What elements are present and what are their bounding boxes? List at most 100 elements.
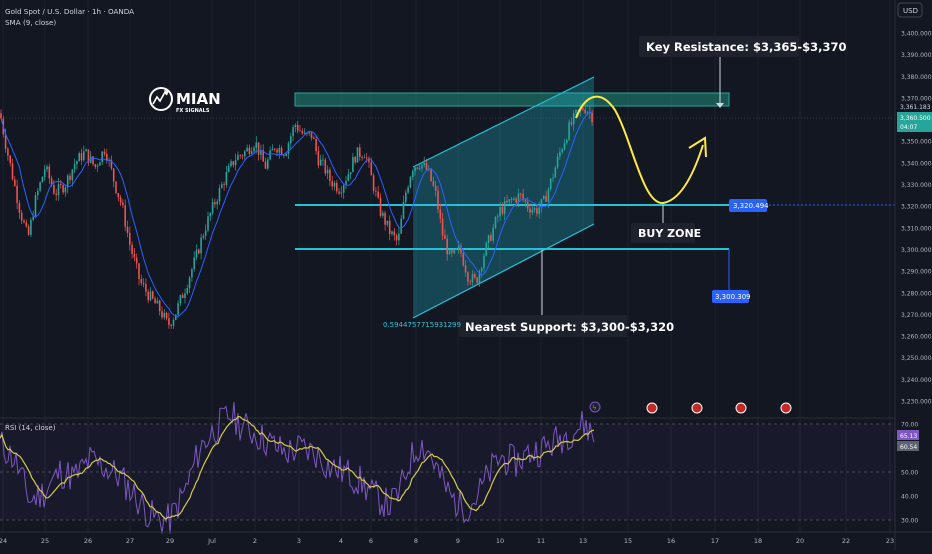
bull-candle <box>64 187 67 193</box>
channel-upper-line[interactable] <box>412 76 595 168</box>
bull-candle <box>195 249 198 258</box>
bull-candle <box>414 167 416 172</box>
bear-candle <box>122 202 124 206</box>
bull-candle <box>269 150 271 160</box>
y-axis-labels: 3,400.000 3,390.000 3,380.000 3,370.000 3,35… <box>901 31 932 406</box>
bull-candle <box>204 230 207 236</box>
bear-candle <box>276 149 278 153</box>
projection-curve[interactable] <box>575 95 704 205</box>
rsi-value-tags: 65.13 60.54 <box>897 430 919 451</box>
x-axis-label: 18 <box>754 537 762 545</box>
resistance-zone[interactable] <box>294 92 730 107</box>
bear-candle <box>377 191 379 198</box>
buy-zone-text: BUY ZONE <box>638 227 701 240</box>
bull-candle <box>200 237 202 254</box>
logo-arrow-icon <box>164 90 169 95</box>
bull-candle <box>483 255 485 269</box>
rising-channel[interactable] <box>413 77 594 318</box>
bear-candle <box>170 324 172 326</box>
bull-candle <box>227 166 230 173</box>
bear-candle <box>273 148 276 150</box>
bull-candle <box>586 112 589 114</box>
bull-candle <box>255 142 258 148</box>
y-axis-label: 3,260.000 <box>901 334 932 341</box>
bull-candle <box>37 190 39 196</box>
support-label[interactable]: Nearest Support: $3,300-$3,320 <box>459 315 674 337</box>
bear-candle <box>522 193 524 200</box>
us-flag-event-icon-1[interactable] <box>646 402 658 414</box>
bull-candle <box>455 248 458 250</box>
bear-candle <box>62 184 64 193</box>
x-axis-label: 25 <box>41 537 49 545</box>
bear-candle <box>257 142 260 155</box>
mian-logo: MIAN FX SIGNALS <box>149 87 221 114</box>
logo-subtitle: FX SIGNALS <box>176 108 210 114</box>
y-axis-label: 3,240.000 <box>901 377 932 384</box>
bull-candle <box>540 198 543 208</box>
bull-candle <box>448 250 451 255</box>
bear-candle <box>425 163 428 170</box>
bear-candle <box>451 250 453 253</box>
bull-candle <box>193 257 195 270</box>
bull-candle <box>480 268 483 272</box>
bear-candle <box>520 193 522 195</box>
bear-candle <box>165 312 168 319</box>
bull-candle <box>39 182 41 191</box>
bull-candle <box>43 169 46 177</box>
bear-candle <box>48 166 51 179</box>
bear-candle <box>14 179 16 186</box>
bear-candle <box>241 155 244 157</box>
bear-candle <box>103 151 106 154</box>
channel-lower-line[interactable] <box>412 223 595 319</box>
us-flag-event-icon-4[interactable] <box>780 402 792 414</box>
y-axis-label: 3,230.000 <box>901 399 932 406</box>
support-level-tag[interactable]: 3,300.309 <box>712 290 751 303</box>
buy-zone-label[interactable]: BUY ZONE <box>631 223 701 243</box>
bear-candle <box>152 291 154 299</box>
us-flag-event-icon-3[interactable] <box>735 402 747 414</box>
bull-candle <box>402 201 405 219</box>
bear-candle <box>16 185 18 204</box>
bull-candle <box>177 303 179 315</box>
rsi-axis-label: 30.00 <box>901 518 918 525</box>
bull-candle <box>423 163 425 165</box>
bear-candle <box>129 232 131 245</box>
bull-candle <box>73 164 76 170</box>
bull-candle <box>30 219 32 235</box>
lightning-event-icon[interactable] <box>589 401 601 413</box>
bear-candle <box>158 300 161 312</box>
bull-candle <box>345 180 347 186</box>
x-axis-label: 26 <box>84 537 92 545</box>
bull-candle <box>531 209 534 213</box>
bear-candle <box>336 182 338 192</box>
bear-candle <box>161 311 163 318</box>
x-axis-label: 24 <box>0 537 7 545</box>
bull-candle <box>253 147 255 152</box>
bull-candle <box>563 143 566 150</box>
y-axis-label: 3,330.000 <box>901 182 932 189</box>
resistance-text: Key Resistance: $3,365-$3,370 <box>646 40 847 54</box>
buy-level-tag[interactable]: 3,320.494 <box>729 199 769 212</box>
bull-candle <box>340 192 343 194</box>
bull-candle <box>407 187 409 193</box>
last-price-tag: 3,361.183 3,360.500 04:07 <box>897 102 932 132</box>
bear-candle <box>584 109 586 114</box>
bear-candle <box>444 235 446 239</box>
bull-candle <box>278 147 281 153</box>
bear-candle <box>372 175 375 192</box>
x-axis-label: 13 <box>579 537 587 545</box>
bear-candle <box>365 157 368 159</box>
bear-candle <box>11 163 14 180</box>
rsi-axis-label: 70.00 <box>901 422 918 429</box>
y-axis-label: 3,250.000 <box>901 355 932 362</box>
resistance-label[interactable]: Key Resistance: $3,365-$3,370 <box>639 36 847 57</box>
bear-candle <box>313 137 315 139</box>
price-axis[interactable] <box>895 0 932 550</box>
bull-candle <box>216 201 218 205</box>
bull-candle <box>405 192 407 202</box>
usd-button[interactable]: USD <box>897 2 923 18</box>
bull-candle <box>186 288 189 294</box>
us-flag-event-icon-2[interactable] <box>691 402 703 414</box>
